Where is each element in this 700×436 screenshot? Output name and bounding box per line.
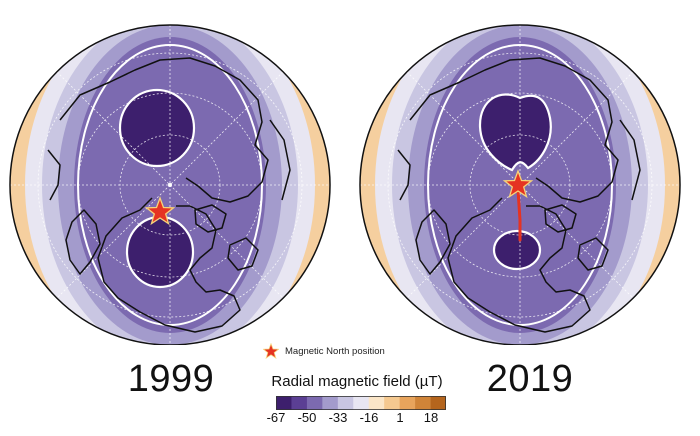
- tick-label: -67: [266, 410, 286, 425]
- tick-label: -33: [328, 410, 348, 425]
- colorbar-cell: [291, 396, 308, 410]
- colorbar-cell: [322, 396, 339, 410]
- legend-title: Radial magnetic field (µT): [271, 373, 443, 390]
- colorbar-cell: [306, 396, 323, 410]
- tick-label: 18: [423, 410, 439, 425]
- year-label-2019: 2019: [486, 358, 574, 400]
- legend-marker-label: Magnetic North position: [285, 345, 385, 357]
- colorbar-cell: [337, 396, 354, 410]
- tick-label: 1: [396, 410, 404, 425]
- tick-label: -16: [359, 410, 379, 425]
- colorbar-cell: [368, 396, 385, 410]
- colorbar-cell: [353, 396, 370, 410]
- colorbar-cell: [384, 396, 400, 410]
- magnetic-north-drift-track: [516, 188, 522, 242]
- magnetic-north-star-2019: [502, 169, 534, 199]
- colorbar-tick-labels: -67 -50 -33 -16 1 18: [250, 410, 460, 428]
- colorbar-cell: [430, 396, 446, 410]
- tick-label: -50: [297, 410, 317, 425]
- year-label-1999: 1999: [127, 358, 215, 400]
- colorbar-cell: [399, 396, 416, 410]
- globe-1999: [9, 24, 331, 345]
- globe-2019: [359, 24, 681, 345]
- colorbar-cell: [276, 396, 292, 410]
- colorbar-cell: [415, 396, 431, 410]
- legend-marker-row: Magnetic North position: [263, 343, 385, 359]
- star-icon: [263, 343, 279, 359]
- colorbar: [276, 396, 446, 410]
- magnetic-north-star-1999: [144, 196, 176, 226]
